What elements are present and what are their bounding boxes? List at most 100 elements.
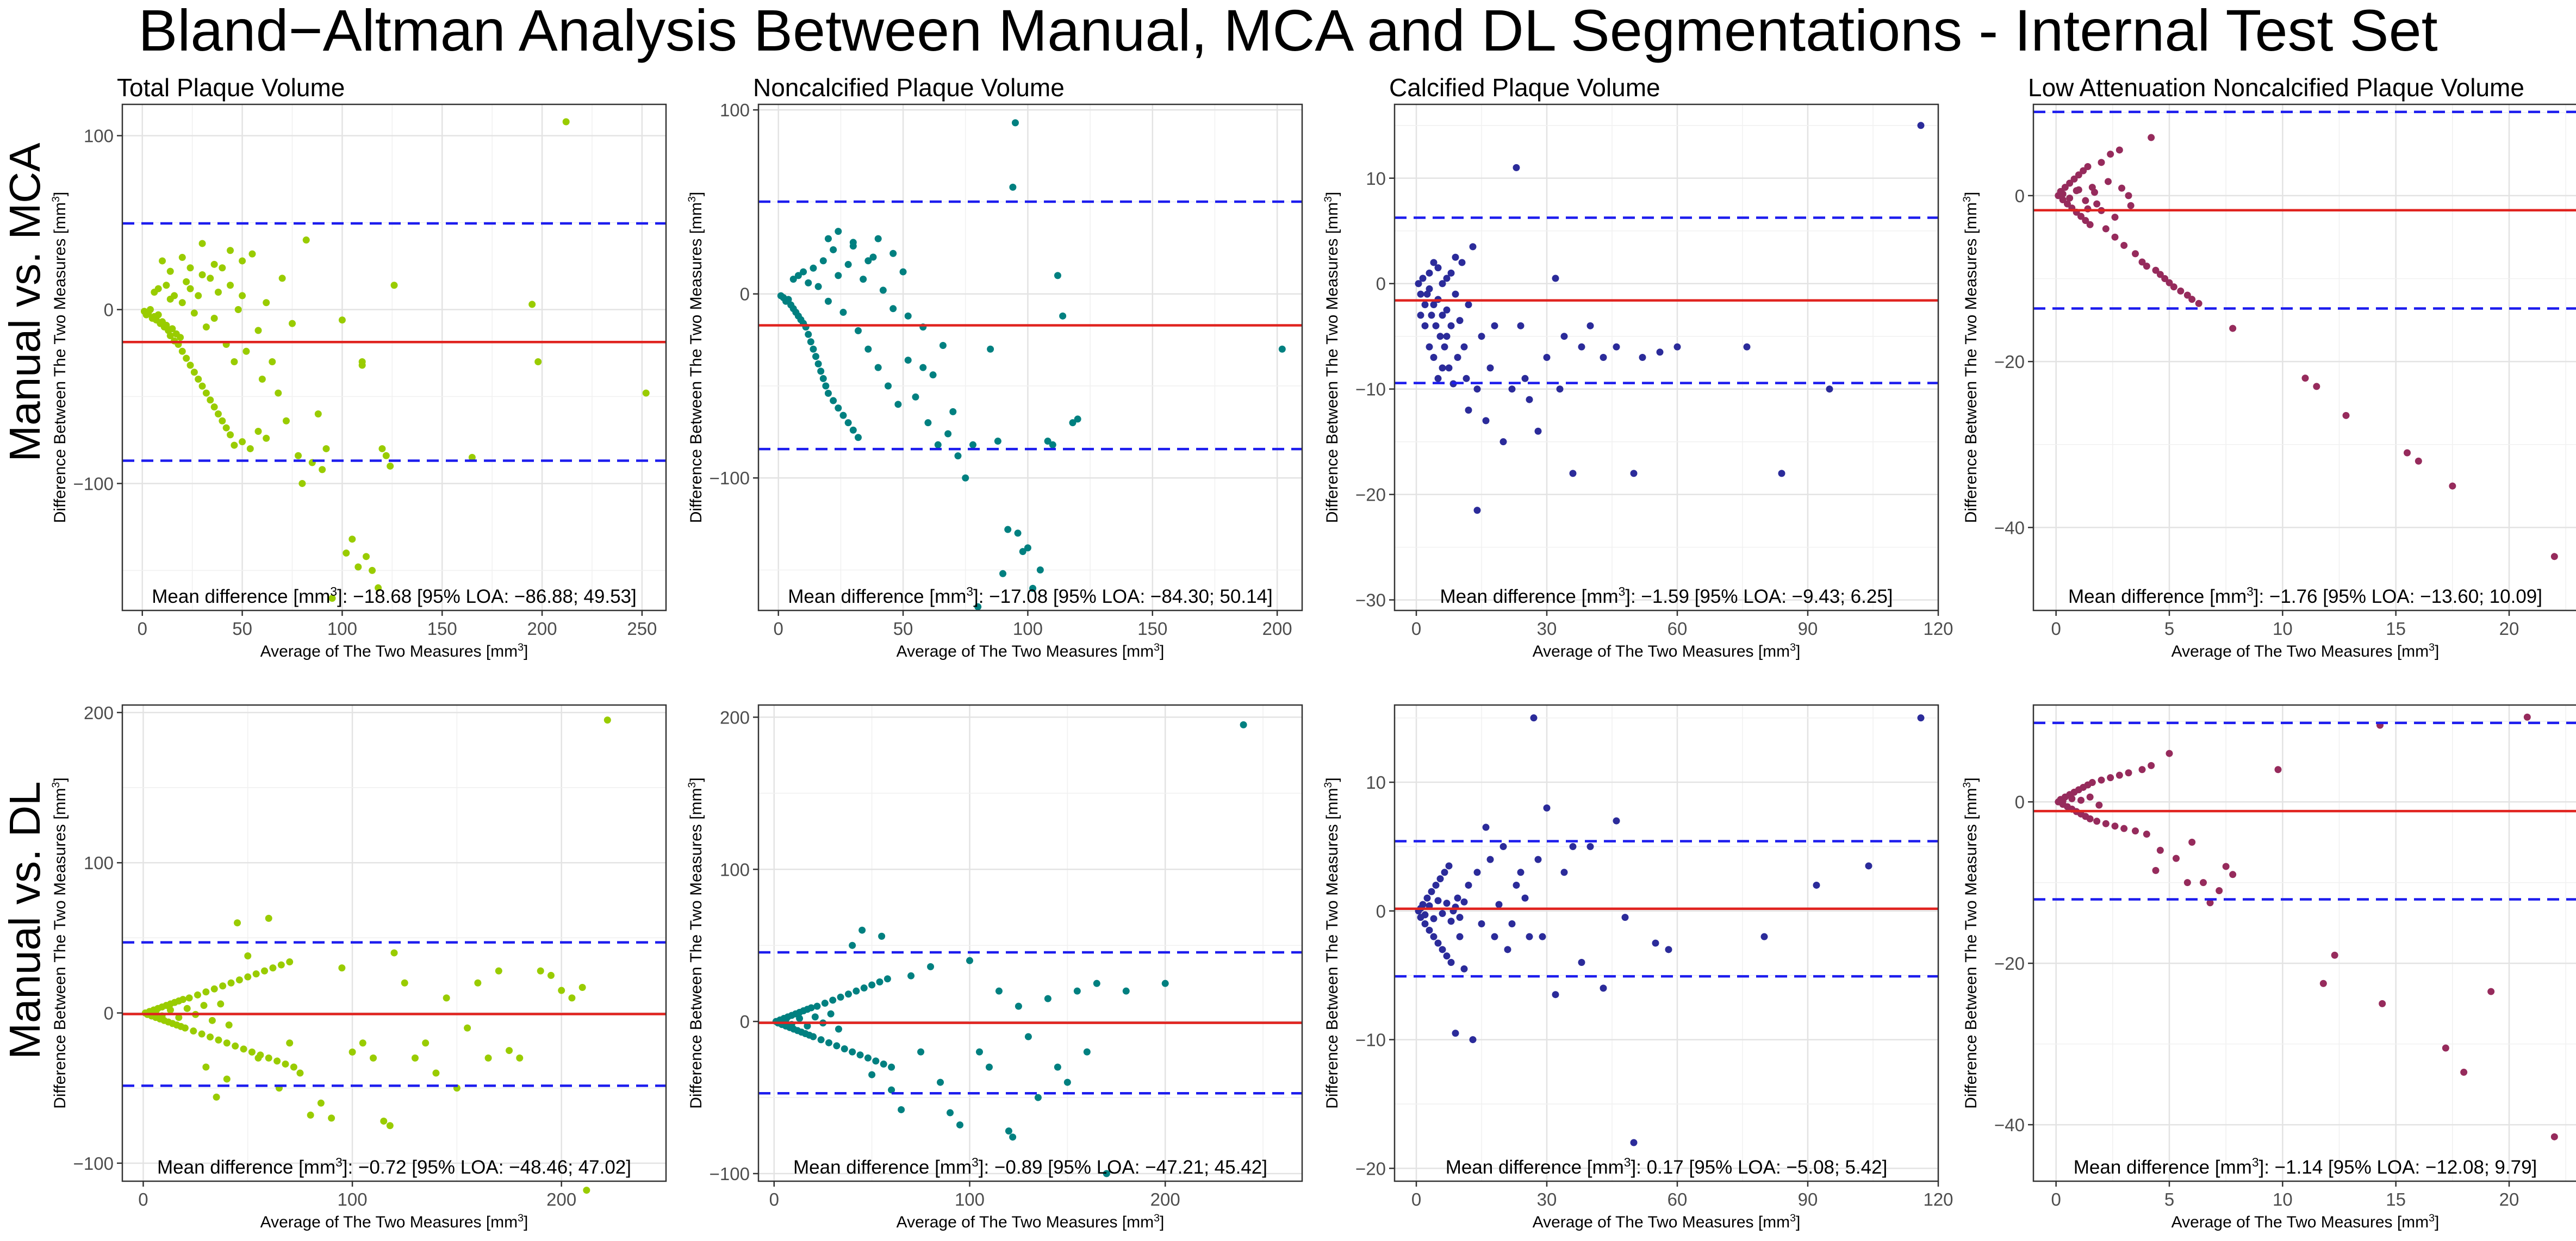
data-point (214, 410, 222, 417)
x-tick-label: 0 (774, 619, 783, 639)
data-point (889, 305, 897, 313)
data-point (254, 427, 262, 435)
data-point (202, 389, 210, 397)
data-point (811, 1013, 819, 1021)
data-point (179, 996, 187, 1003)
data-point (878, 932, 886, 940)
y-tick-label: 0 (2015, 792, 2025, 812)
data-point (2415, 457, 2422, 465)
data-point (929, 371, 937, 379)
data-point (1432, 322, 1440, 329)
data-point (880, 1060, 887, 1068)
y-axis-label: Difference Between The Two Measures [mm3… (1961, 777, 1980, 1108)
data-point (1600, 984, 1607, 992)
y-tick-label: −100 (710, 468, 750, 488)
data-point (2156, 271, 2164, 278)
panel-title: Total Plaque Volume (117, 73, 345, 102)
y-tick-label: −40 (1994, 517, 2025, 538)
data-point (244, 973, 252, 981)
data-point (186, 285, 194, 292)
data-point (974, 603, 982, 610)
y-tick-label: −20 (1994, 953, 2025, 974)
data-point (185, 994, 193, 1002)
data-point (2082, 197, 2089, 204)
data-point (869, 253, 877, 261)
data-point (1426, 285, 1433, 292)
mean-difference-annotation: Mean difference [mm3]: −18.68 [95% LOA: … (152, 584, 636, 607)
data-point (2200, 879, 2207, 887)
data-point (1458, 259, 1466, 266)
data-point (899, 268, 907, 276)
data-point (387, 462, 394, 470)
data-point (338, 964, 346, 972)
data-point (1456, 317, 1464, 325)
data-point (864, 345, 872, 353)
data-point (183, 354, 190, 362)
data-point (1441, 869, 1448, 876)
data-point (956, 1121, 964, 1128)
data-point (474, 979, 482, 987)
panel-title: Low Attenuation Noncalcified Plaque Volu… (2028, 73, 2524, 102)
data-point (966, 957, 973, 964)
data-point (944, 430, 952, 438)
x-axis-label: Average of The Two Measures [mm3] (897, 641, 1165, 660)
data-point (2195, 300, 2202, 307)
data-point (2118, 184, 2125, 192)
data-point (328, 1114, 335, 1122)
data-point (1024, 1033, 1032, 1040)
data-point (207, 275, 214, 282)
data-point (1452, 1030, 1459, 1037)
data-point (2077, 213, 2085, 220)
data-point (1447, 269, 1455, 277)
data-point (159, 257, 166, 265)
data-point (824, 297, 832, 305)
data-point (468, 453, 476, 461)
data-point (987, 345, 994, 353)
data-point (1473, 869, 1481, 876)
data-point (1917, 714, 1925, 722)
data-point (1569, 843, 1577, 850)
y-tick-label: 0 (104, 1003, 114, 1023)
data-point (817, 1036, 825, 1044)
panel-6: 0 100 200 −100 0 100 200 Average of The Two Mea… (686, 704, 1303, 1231)
x-axis-label: Average of The Two Measures [mm3] (260, 641, 528, 660)
y-tick-label: −40 (1994, 1115, 2025, 1135)
data-point (363, 553, 370, 560)
y-tick-label: 200 (720, 707, 750, 727)
panel-1: 0 50 100 150 200 250 −100 0 100 Average of The Tw… (50, 73, 667, 660)
data-point (1578, 343, 1585, 351)
data-point (248, 1048, 256, 1056)
data-point (252, 970, 260, 978)
data-point (1513, 881, 1520, 889)
data-point (2111, 214, 2119, 221)
data-point (1586, 322, 1594, 329)
data-point (2077, 796, 2085, 804)
x-axis-label: Average of The Two Measures [mm3] (260, 1212, 528, 1231)
data-point (2342, 411, 2350, 419)
x-tick-label: 250 (627, 619, 657, 639)
data-point (534, 358, 542, 365)
y-tick-label: −20 (1355, 485, 1386, 505)
data-point (1430, 259, 1438, 266)
mean-difference-annotation: Mean difference [mm3]: −1.76 [95% LOA: −… (2068, 584, 2542, 607)
x-tick-label: 200 (546, 1189, 576, 1209)
data-point (177, 334, 184, 341)
data-point (1436, 875, 1444, 883)
x-axis-label: Average of The Two Measures [mm3] (897, 1212, 1165, 1231)
data-point (146, 306, 154, 314)
data-point (825, 1039, 832, 1046)
data-point (1454, 894, 1461, 902)
data-point (547, 971, 555, 979)
data-point (2152, 866, 2160, 874)
data-point (805, 279, 812, 286)
data-point (2161, 275, 2169, 283)
data-point (194, 991, 201, 999)
data-point (1456, 914, 1464, 921)
data-point (1415, 280, 1422, 288)
data-point (1063, 1078, 1071, 1086)
panel-frame (121, 103, 667, 612)
data-point (183, 278, 190, 285)
data-point (432, 1069, 440, 1077)
data-point (1447, 918, 1455, 925)
